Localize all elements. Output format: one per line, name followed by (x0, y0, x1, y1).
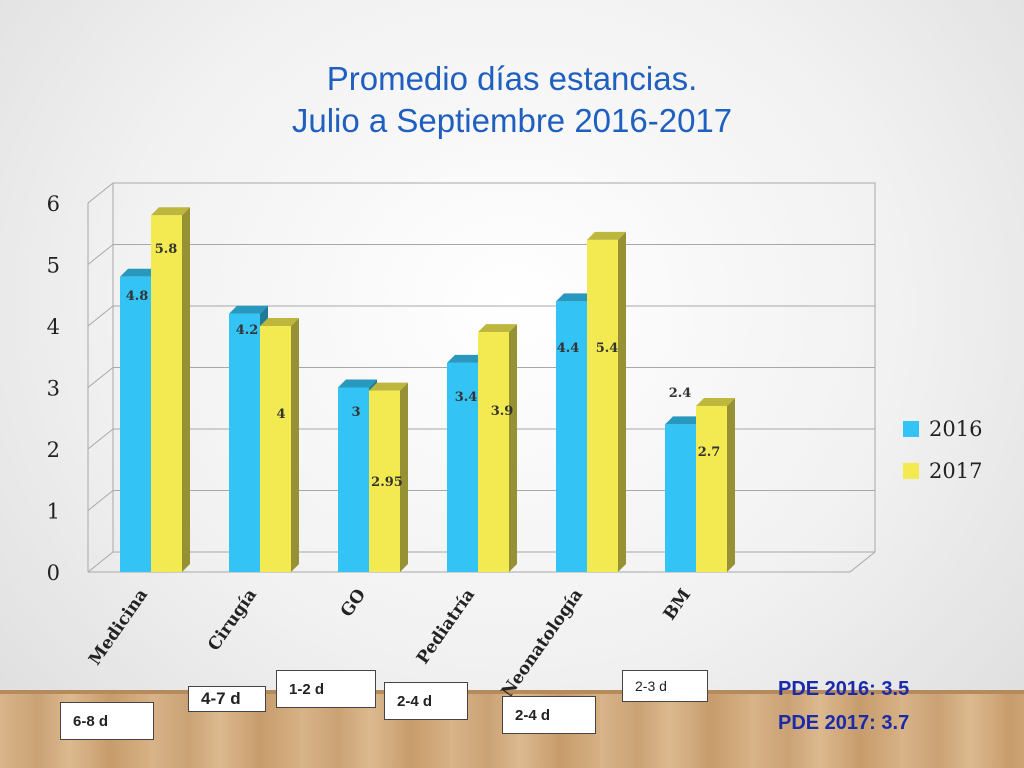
data-label: 2.4 (669, 386, 692, 401)
x-tick-label: GO (337, 585, 370, 621)
x-tick-label: Pediatría (413, 585, 479, 668)
x-tick-label: BM (660, 585, 696, 624)
y-tick-label: 5 (47, 254, 60, 278)
bar-top-GO-2016 (338, 379, 377, 388)
y-tick-label: 2 (47, 438, 60, 462)
bar-Neonatología-2017 (587, 239, 618, 572)
bar-top-GO-2017 (369, 382, 408, 391)
chart-title: Promedio días estancias. Julio a Septiem… (0, 58, 1024, 142)
gridline-depth (87, 551, 114, 573)
legend: 2016 2017 (903, 408, 982, 492)
data-label: 3.4 (455, 390, 478, 405)
y-tick-label: 0 (47, 561, 60, 585)
title-line-1: Promedio días estancias. (326, 60, 698, 97)
bar-Pediatría-2017 (478, 332, 509, 572)
x-tick-label: Medicina (85, 585, 152, 669)
data-label: 4.4 (557, 341, 580, 356)
pde-2017-text: PDE 2017: 3.7 (778, 712, 910, 734)
bar-top-Medicina-2016 (120, 268, 159, 277)
bar-Cirugía-2017 (260, 326, 291, 572)
bar-Pediatría-2016 (447, 362, 478, 572)
y-tick-label: 6 (47, 192, 60, 216)
legend-label-2017: 2017 (929, 459, 983, 483)
bar-top-Neonatología-2017 (587, 231, 626, 240)
data-label: 3 (351, 405, 360, 420)
bar-top-Cirugía-2016 (229, 305, 268, 314)
bar-side-Medicina-2017 (182, 207, 190, 573)
bar-side-Cirugía-2017 (291, 318, 299, 572)
data-label: 4.8 (126, 289, 149, 304)
bar-side-Pediatría-2017 (509, 324, 517, 572)
legend-label-2016: 2016 (929, 417, 983, 441)
legend-swatch-2017 (903, 463, 919, 479)
tag-medicina-range: 6-8 d (60, 702, 154, 740)
bar-top-Neonatología-2016 (556, 293, 595, 302)
bar-top-Medicina-2017 (151, 207, 190, 216)
tag-neonatologia-range: 2-4 d (502, 696, 596, 734)
legend-item-2017: 2017 (903, 450, 982, 492)
tag-cirugia-range: 4-7 d (188, 686, 266, 712)
gridline-depth (87, 244, 114, 265)
bar-Medicina-2016 (120, 276, 151, 572)
bar-side-Neonatología-2017 (618, 231, 626, 572)
tag-pediatria-range: 2-4 d (384, 682, 468, 720)
legend-swatch-2016 (903, 421, 919, 437)
bar-Neonatología-2016 (556, 301, 587, 572)
x-tick-label: Neonatología (498, 585, 587, 701)
x-tick-label: Cirugía (204, 585, 261, 654)
pde-2016-text: PDE 2016: 3.5 (778, 678, 910, 700)
bar-GO-2016 (338, 387, 369, 572)
gridline-depth (87, 367, 114, 388)
gridline-depth (87, 490, 114, 511)
tag-go-range: 1-2 d (276, 670, 376, 708)
y-tick-label: 1 (47, 500, 60, 524)
gridline-depth (87, 428, 114, 450)
bar-side-GO-2017 (400, 382, 408, 572)
bar-top-BM-2016 (665, 416, 704, 425)
bar-BM-2016 (665, 424, 696, 572)
data-label: 5.4 (596, 341, 619, 356)
bar-top-Pediatría-2017 (478, 324, 517, 333)
bar-Medicina-2017 (151, 215, 182, 573)
bar-top-Cirugía-2017 (260, 318, 299, 326)
data-label: 4 (276, 407, 285, 422)
bar-GO-2017 (369, 390, 400, 572)
bar-side-BM-2017 (727, 397, 735, 572)
data-label: 2.95 (371, 475, 403, 490)
data-label: 3.9 (491, 404, 514, 419)
gridline-depth (87, 182, 114, 204)
floor-edge (849, 551, 876, 573)
tag-bm-range: 2-3 d (622, 670, 708, 702)
bar-top-BM-2017 (696, 397, 735, 406)
bar-BM-2017 (696, 405, 727, 572)
title-line-2: Julio a Septiembre 2016-2017 (291, 102, 733, 139)
y-tick-label: 3 (47, 377, 60, 401)
data-label: 5.8 (155, 242, 178, 257)
bar-Cirugía-2016 (229, 313, 260, 572)
gridline-depth (87, 305, 114, 327)
legend-item-2016: 2016 (903, 408, 982, 450)
y-tick-label: 4 (47, 315, 60, 339)
data-label: 4.2 (236, 323, 259, 338)
bar-top-Pediatría-2016 (447, 354, 486, 363)
data-label: 2.7 (698, 445, 721, 460)
